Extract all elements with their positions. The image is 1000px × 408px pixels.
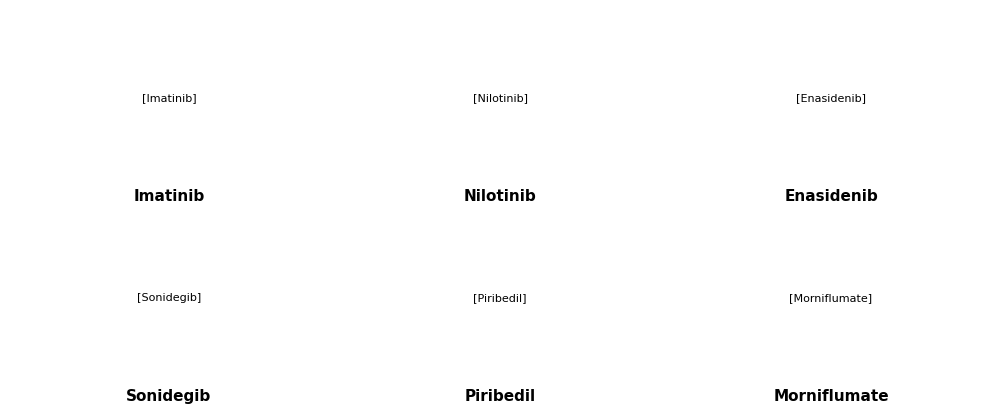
Title: Morniflumate: Morniflumate: [773, 389, 889, 404]
Text: [Nilotinib]: [Nilotinib]: [473, 93, 528, 103]
Text: [Piribedil]: [Piribedil]: [473, 293, 527, 304]
Text: [Enasidenib]: [Enasidenib]: [796, 93, 866, 103]
Title: Sonidegib: Sonidegib: [126, 389, 212, 404]
Text: [Sonidegib]: [Sonidegib]: [137, 293, 201, 304]
Text: [Morniflumate]: [Morniflumate]: [789, 293, 873, 304]
Text: [Imatinib]: [Imatinib]: [142, 93, 196, 103]
Title: Piribedil: Piribedil: [464, 389, 536, 404]
Title: Imatinib: Imatinib: [133, 188, 205, 204]
Title: Nilotinib: Nilotinib: [464, 188, 536, 204]
Title: Enasidenib: Enasidenib: [784, 188, 878, 204]
